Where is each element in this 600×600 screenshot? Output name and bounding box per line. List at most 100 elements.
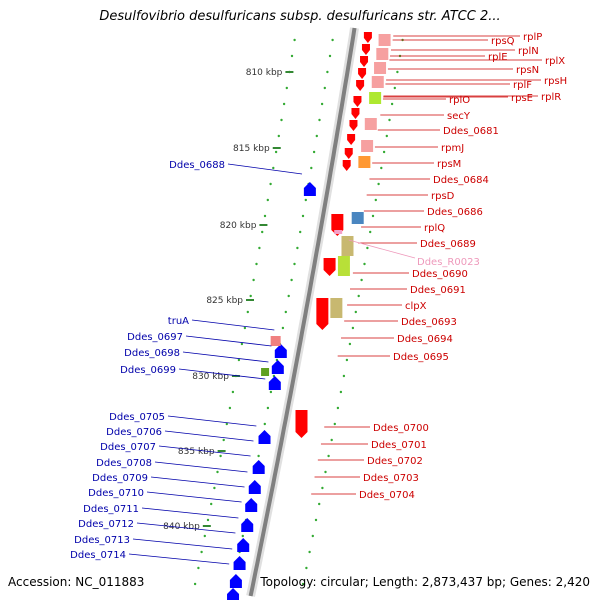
reverse-gene-label: Ddes_0705 xyxy=(109,412,165,423)
reverse-strand-track-dot xyxy=(318,118,321,122)
reverse-gene-arrow xyxy=(237,538,250,552)
forward-gene-label: clpX xyxy=(405,301,427,312)
forward-gene-label: Ddes_0704 xyxy=(359,490,415,501)
forward-gene-label: Ddes_0686 xyxy=(427,207,483,218)
reverse-strand-track-dot xyxy=(304,198,307,202)
forward-gene-label: Ddes_0689 xyxy=(420,239,476,250)
reverse-label-line xyxy=(167,415,257,427)
scale-dot-track-dot xyxy=(246,310,249,314)
reverse-gene-arrow xyxy=(252,460,265,474)
forward-strand-track-dot xyxy=(333,422,336,426)
reverse-gene-arrow xyxy=(241,518,254,532)
reverse-strand-track-dot xyxy=(312,150,316,154)
reverse-gene-arrow xyxy=(227,588,240,600)
forward-gene-label: rpsD xyxy=(431,191,455,202)
reverse-gene-label: Ddes_0712 xyxy=(78,519,134,530)
forward-gene-label: rplQ xyxy=(424,223,445,234)
forward-gene-label: rplR xyxy=(541,92,561,103)
reverse-label-line xyxy=(164,430,254,442)
reverse-strand-track-dot xyxy=(281,326,285,330)
forward-gene-block xyxy=(371,76,384,88)
forward-strand-track-dot xyxy=(393,86,396,90)
forward-gene-block xyxy=(358,156,371,168)
reverse-strand-track-dot xyxy=(257,454,260,458)
reverse-label-line xyxy=(191,319,275,331)
backbone-line xyxy=(248,27,357,597)
forward-strand-track-dot xyxy=(311,534,314,538)
reverse-strand-track-dot xyxy=(266,406,270,410)
forward-gene-label: Ddes_0701 xyxy=(371,440,427,451)
reverse-gene-label: truA xyxy=(168,316,189,327)
forward-gene-label: rpsH xyxy=(544,76,567,87)
forward-strand-track-dot xyxy=(396,70,399,74)
forward-gene-arrow xyxy=(323,258,336,276)
reverse-gene-arrow xyxy=(271,360,284,374)
reverse-gene-label: Ddes_0698 xyxy=(124,348,180,359)
scale-dot-track-dot xyxy=(225,422,228,426)
reverse-label-line xyxy=(154,461,248,473)
scale-label: 825 kbp xyxy=(206,296,243,306)
forward-strand-track-dot xyxy=(357,294,360,298)
scale-dot-track-dot xyxy=(252,278,255,282)
forward-gene-block xyxy=(376,48,389,60)
label-group: rpsQ rplP rplN rplE rplX rpsN rpsH rplF rpsE rplR… xyxy=(70,32,567,561)
scale-dot-track-dot xyxy=(272,166,275,170)
forward-strand-track-dot xyxy=(382,150,386,154)
reverse-strand-track-dot xyxy=(331,38,334,42)
forward-strand-track-dot xyxy=(314,518,318,522)
scale-dot-track-dot xyxy=(240,342,244,346)
forward-strand-track-dot xyxy=(330,438,333,442)
scale-dot-track-dot xyxy=(293,38,296,42)
forward-gene-arrow xyxy=(363,32,372,43)
scale-dot-track-dot xyxy=(274,150,278,154)
reverse-strand-track-dot xyxy=(293,262,296,266)
reverse-strand-track-dot xyxy=(326,70,329,74)
reverse-strand-track-dot xyxy=(320,102,324,106)
scale-dot-track-dot xyxy=(290,54,294,58)
scale-dot-track-dot xyxy=(231,390,235,394)
scale-dot-track-dot xyxy=(200,550,203,554)
forward-gene-block xyxy=(351,212,364,224)
scale-label: 810 kbp xyxy=(246,68,283,78)
reverse-gene-label: Ddes_0713 xyxy=(74,535,130,546)
scale-dot-track-dot xyxy=(222,438,225,442)
scale-dot-track-dot xyxy=(285,86,288,90)
forward-strand-track-dot xyxy=(351,326,355,330)
reverse-gene-block xyxy=(261,368,270,376)
reverse-strand-track-dot xyxy=(241,534,244,538)
forward-strand-track-dot xyxy=(369,230,372,234)
forward-strand-track-dot xyxy=(366,246,369,250)
forward-gene-arrow xyxy=(349,120,358,131)
reverse-gene-arrow xyxy=(268,376,281,390)
scale-dot-track-dot xyxy=(255,262,258,266)
reverse-strand-track-dot xyxy=(296,246,299,250)
forward-gene-arrow xyxy=(344,148,353,159)
scale-label: 815 kbp xyxy=(233,144,270,154)
forward-strand-track-dot xyxy=(308,550,311,554)
reverse-gene-label: Ddes_0708 xyxy=(96,458,152,469)
scale-dot-track-dot xyxy=(282,102,286,106)
scale-dot-track-dot xyxy=(206,518,210,522)
reverse-label-line xyxy=(185,335,272,347)
scale-dot-track-dot xyxy=(203,534,206,538)
forward-strand-track-dot xyxy=(385,134,388,138)
forward-gene-block xyxy=(330,298,343,318)
forward-gene-label: rpsQ xyxy=(491,36,515,47)
reverse-strand-track-dot xyxy=(284,310,287,314)
reverse-strand-track-dot xyxy=(328,54,332,58)
reverse-label-line xyxy=(132,538,233,550)
reverse-strand-track-dot xyxy=(315,134,318,138)
forward-gene-arrow xyxy=(347,134,356,145)
scale-dot-track-dot xyxy=(277,134,280,138)
reverse-gene-arrow xyxy=(248,480,261,494)
reverse-gene-label: Ddes_0709 xyxy=(92,473,148,484)
scale-dot-track-dot xyxy=(237,358,241,362)
forward-strand-track-dot xyxy=(360,278,363,282)
scale-dot-track-dot xyxy=(197,566,200,570)
reverse-gene-label: Ddes_0711 xyxy=(83,504,139,515)
forward-strand-track-dot xyxy=(345,358,349,362)
scale-dot-track-dot xyxy=(228,406,232,410)
backbone-group xyxy=(246,27,359,597)
forward-gene-arrow xyxy=(351,108,360,119)
